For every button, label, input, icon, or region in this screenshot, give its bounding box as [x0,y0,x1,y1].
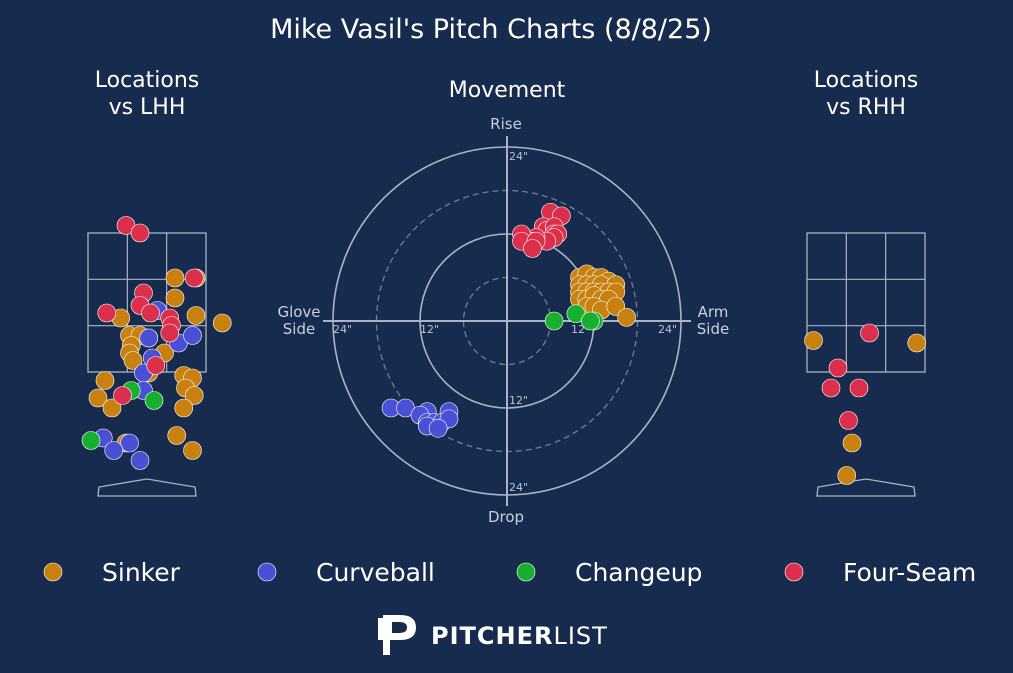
lhh-plate-outline [97,478,197,497]
lhh-point-sinker [186,306,206,325]
rhh-point-four-seam [839,411,858,430]
pitcherlist-logo: PITCHERLIST [378,615,608,655]
movement-point-curveball [428,418,448,438]
movement-ring-label: 24" [658,323,677,336]
lhh-point-sinker [88,388,108,408]
chart-title: Mike Vasil's Pitch Charts (8/8/25) [270,14,712,45]
movement-ring-label: 12" [420,323,439,336]
rhh-point-four-seam [849,378,869,398]
lhh-point-curveball [130,451,150,470]
lhh-point-curveball [183,326,202,345]
rhh-point-four-seam [860,323,879,343]
lhh-home-plate [97,478,197,497]
movement-ring-labels: 24"24"24" 24"12" 12"12" [333,150,677,494]
movement-ring-label: 24" [333,323,352,336]
legend-label-changeup: Changeup [575,558,702,587]
rhh-title-line-1: Locations [814,68,919,93]
pitcherlist-wordmark: PITCHERLIST [431,622,608,650]
lhh-point-sinker [165,288,185,308]
locations-lhh-panel: Locations vs LHH [81,68,232,497]
lhh-title-line-1: Locations [95,68,200,93]
lhh-point-curveball [139,328,159,348]
lhh-point-four-seam [130,223,150,243]
rhh-point-sinker [907,333,927,353]
rhh-zone-border [806,232,926,373]
legend-label-sinker: Sinker [102,558,181,587]
movement-polar-grid [323,136,691,506]
lhh-point-sinker [167,426,187,445]
legend-marker-changeup [516,562,536,582]
lhh-point-four-seam [160,323,180,343]
movement-panel: Movement Rise Drop Glove Side Arm Side 24"… [277,78,729,526]
movement-ring-label: 12" [509,394,528,407]
lhh-point-sinker [123,351,143,370]
movement-title: Movement [449,78,566,103]
movement-label-drop: Drop [488,508,524,526]
rhh-point-sinker [837,466,857,485]
locations-rhh-panel: Locations vs RHH [804,68,927,497]
rhh-point-four-seam [821,378,841,398]
movement-point-changeup [544,311,564,331]
rhh-home-plate [816,478,916,497]
rhh-plate-outline [816,478,916,497]
lhh-point-sinker [212,313,232,333]
lhh-point-sinker [95,371,115,390]
movement-point-four-seam [523,239,542,258]
rhh-point-sinker [842,433,862,453]
lhh-point-sinker [174,398,194,418]
lhh-point-four-seam [113,386,132,405]
rhh-point-four-seam [828,358,848,378]
lhh-point-four-seam [141,303,160,323]
legend: Sinker Curveball Changeup Four-Seam [43,558,976,587]
rhh-title-line-2: vs RHH [826,95,906,120]
lhh-point-four-seam [184,268,204,288]
movement-point-sinker [617,308,636,327]
legend-marker-four-seam [784,562,804,582]
legend-marker-sinker [43,562,63,582]
lhh-point-sinker [165,268,185,288]
lhh-point-sinker [102,398,122,418]
lhh-point-curveball [120,433,139,453]
lhh-point-sinker [183,441,202,460]
rhh-point-sinker [804,331,823,350]
movement-point-changeup [581,311,600,331]
movement-label-glove-side: Glove Side [277,303,320,338]
lhh-point-four-seam [146,356,166,375]
lhh-point-changeup [144,391,164,410]
rhh-strike-zone [806,232,926,373]
lhh-point-four-seam [97,303,117,323]
movement-ring-label: 24" [509,150,528,163]
legend-label-curveball: Curveball [316,558,435,587]
lhh-point-changeup [81,431,101,450]
legend-marker-curveball [257,562,277,582]
pitcherlist-p-icon [378,615,416,655]
movement-label-rise: Rise [490,115,522,133]
lhh-point-curveball [104,441,124,460]
lhh-title-line-2: vs LHH [109,95,186,120]
lhh-point-sinker [184,386,204,405]
movement-ring-label: 24" [509,481,528,494]
legend-label-four-seam: Four-Seam [843,558,976,587]
movement-label-arm-side: Arm Side [697,303,729,338]
